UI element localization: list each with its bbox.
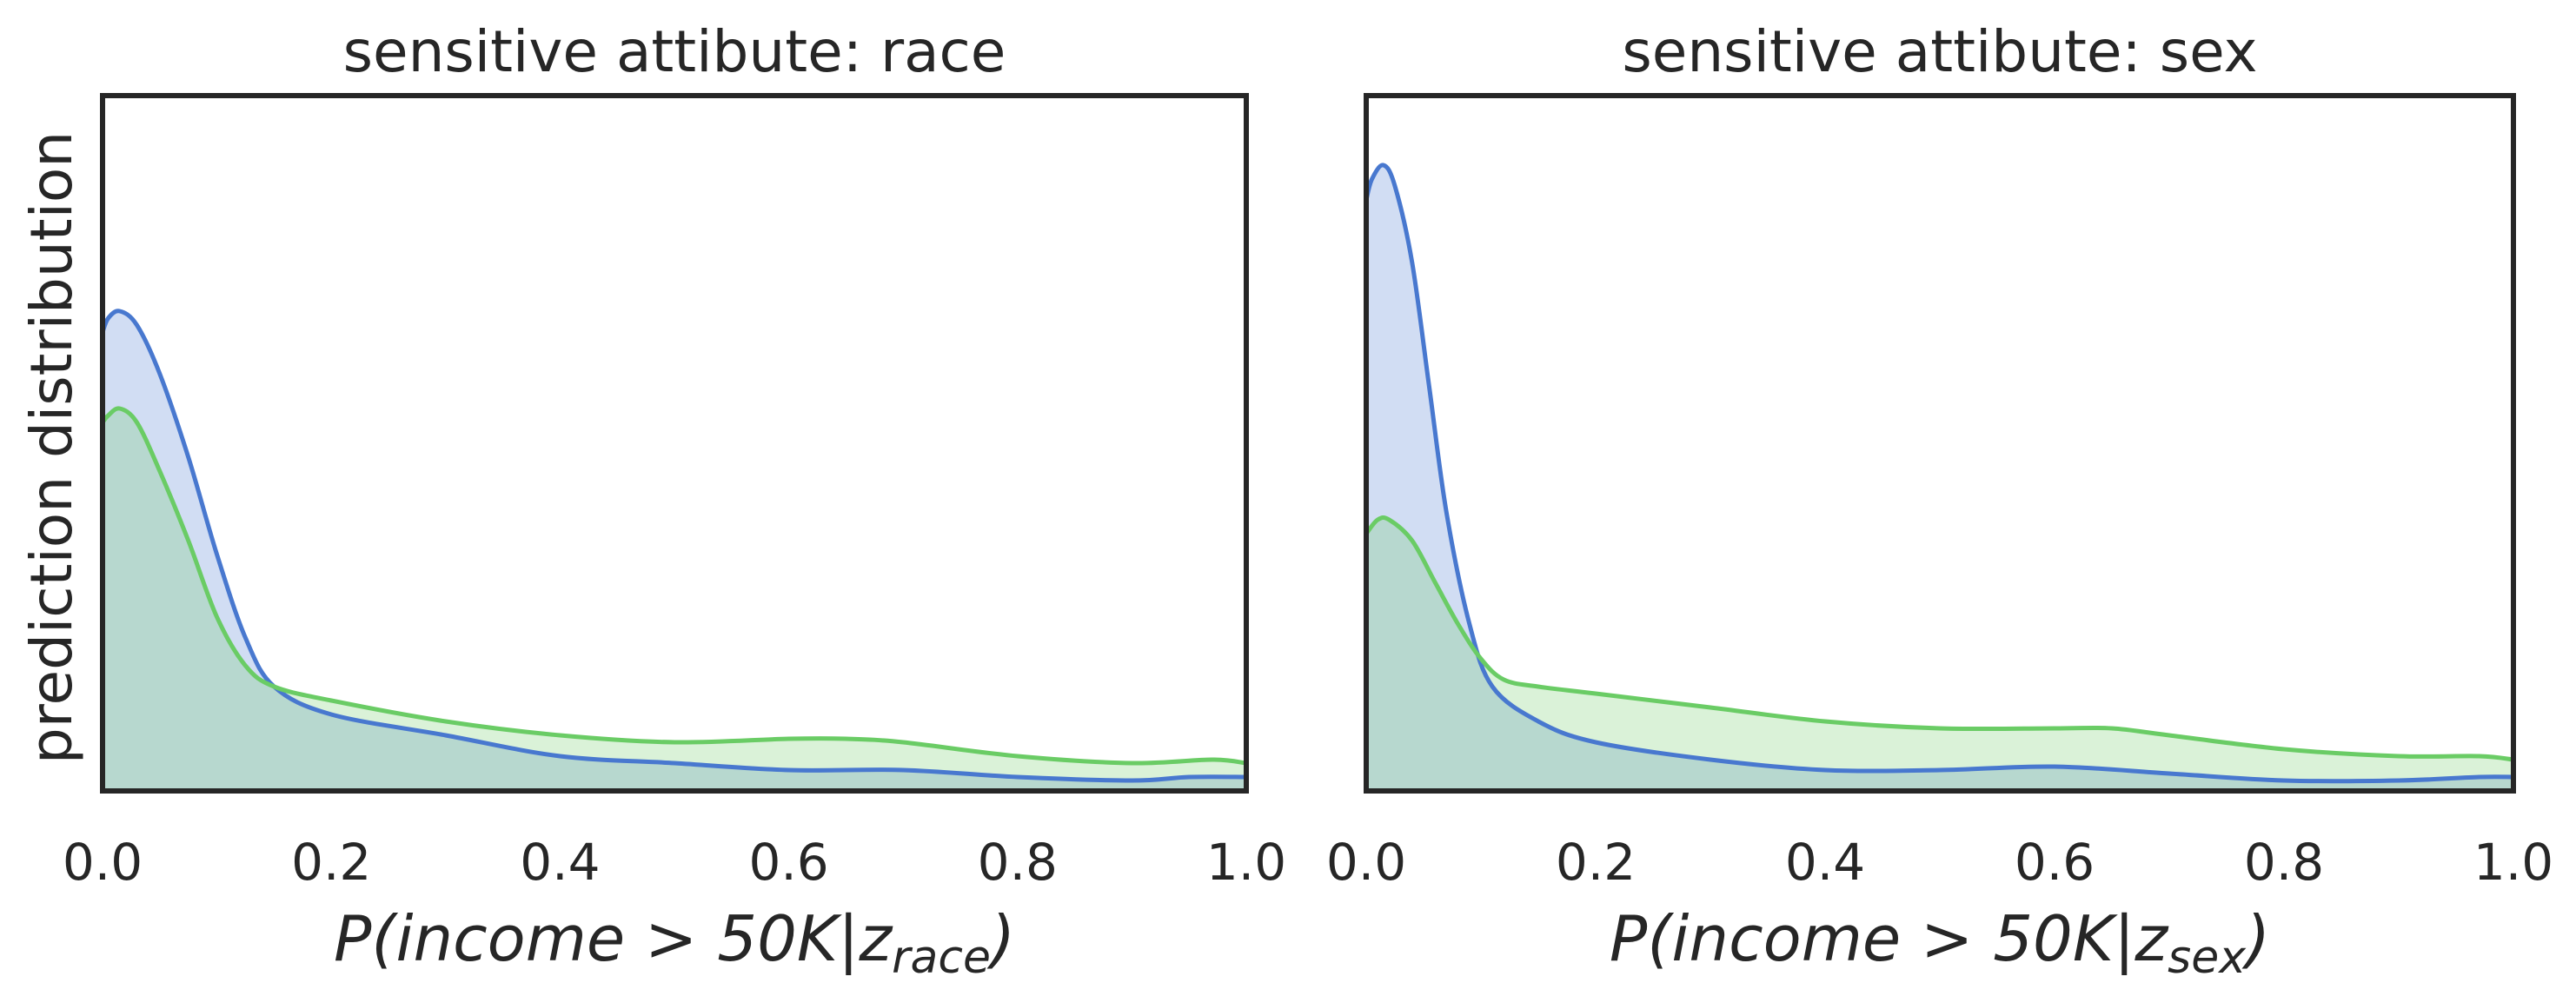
x-axis-label: P(income > 50K|zsex) [1610, 902, 2270, 984]
x-axis-label: P(income > 50K|zrace) [334, 902, 1015, 984]
panel-title: sensitive attibute: race [343, 18, 1006, 85]
x-tick-label: 0.4 [1785, 833, 1865, 892]
series-area-1 [1366, 517, 2513, 791]
x-tick-label: 0.6 [2015, 833, 2095, 892]
x-tick-label: 0.2 [1556, 833, 1636, 892]
x-axis-label-prefix: P(income > 50K|z [334, 902, 893, 976]
series-area-0 [1366, 164, 2513, 791]
series-line-0 [1364, 163, 2514, 784]
series-line-0 [100, 309, 1247, 783]
series-area-0 [103, 310, 1246, 792]
series-area-1 [103, 408, 1246, 791]
x-tick-label: 0.0 [1326, 833, 1406, 892]
y-axis-label: prediction distribution [18, 131, 85, 764]
plot-area: 0.0 0.2 0.4 0.6 0.8 1.0 [63, 93, 1286, 892]
x-tick-label: 1.0 [2473, 833, 2553, 892]
panel-title: sensitive attibute: sex [1622, 18, 2257, 85]
plot-frame [1364, 93, 2516, 794]
x-tick-label: 0.6 [748, 833, 828, 892]
x-axis-label-subscript: race [892, 932, 991, 984]
x-tick-label: 0.2 [291, 833, 371, 892]
x-axis-label-prefix: P(income > 50K|z [1610, 902, 2169, 976]
x-tick-label: 0.8 [978, 833, 1058, 892]
x-tick-label: 0.8 [2244, 833, 2324, 892]
series-line-1 [101, 406, 1247, 766]
x-axis-label-subscript: sex [2168, 932, 2247, 984]
chart-panel-race: sensitive attibute: race 0.0 0.2 0.4 0.6 0.8… [18, 18, 1286, 984]
x-tick-label: 0.4 [520, 833, 600, 892]
x-tick-label: 1.0 [1206, 833, 1286, 892]
chart-panel-sex: sensitive attibute: sex 0.0 0.2 0.4 0.6 0.8 1… [1326, 18, 2553, 984]
series-line-1 [1364, 515, 2514, 762]
x-axis-label-suffix: ) [986, 902, 1015, 975]
plot-area: 0.0 0.2 0.4 0.6 0.8 1.0 [1326, 93, 2553, 892]
plot-frame [100, 93, 1249, 794]
x-axis-label-suffix: ) [2241, 902, 2270, 975]
x-tick-label: 0.0 [63, 833, 143, 892]
